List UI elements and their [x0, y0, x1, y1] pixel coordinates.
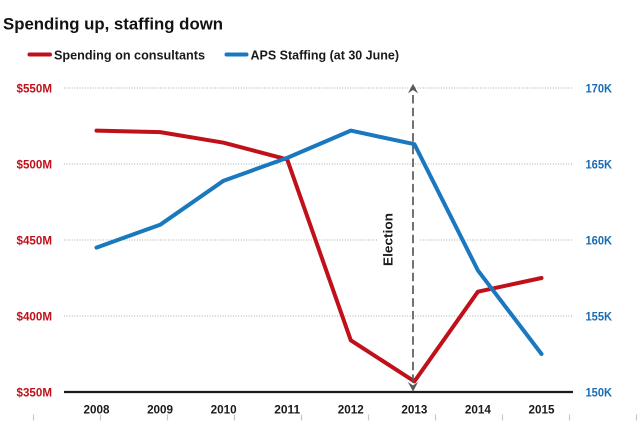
- left-axis-tick-label: $400M: [17, 310, 53, 324]
- gridlines: [64, 87, 573, 317]
- x-axis-labels: 2008 2009 2010 2011 2012 2013 2014 2015: [84, 403, 555, 417]
- x-axis-tick-label: 2012: [338, 403, 364, 417]
- left-axis-labels: $350M $400M $450M $500M $550M: [17, 82, 53, 400]
- left-axis-tick-label: $350M: [17, 386, 53, 400]
- annotation-label: Election: [382, 213, 396, 266]
- left-axis-tick-label: $450M: [17, 234, 53, 248]
- annotation-arrowhead-down-icon: [407, 382, 419, 392]
- legend-label-staffing: APS Staffing (at 30 June): [251, 48, 400, 62]
- series-spending-line: [94, 128, 544, 384]
- x-axis-tick-label: 2015: [528, 403, 554, 417]
- x-axis-minor-ticks: [32, 414, 638, 421]
- x-axis-tick-label: 2011: [274, 403, 300, 417]
- x-axis-tick-label: 2009: [147, 403, 173, 417]
- right-axis-tick-label: 160K: [586, 234, 613, 248]
- left-axis-tick-label: $500M: [17, 158, 53, 172]
- chart-title: Spending up, staffing down: [3, 16, 223, 34]
- annotation-arrowhead-up-icon: [407, 83, 419, 94]
- right-axis-labels: 150K 155K 160K 165K 170K: [586, 82, 613, 400]
- left-axis-tick-label: $550M: [17, 82, 53, 96]
- x-axis-tick-label: 2010: [211, 403, 237, 417]
- right-axis-tick-label: 150K: [586, 386, 613, 400]
- x-axis-tick-label: 2008: [84, 403, 110, 417]
- right-axis-tick-label: 165K: [586, 158, 613, 172]
- legend: Spending on consultants APS Staffing (at…: [27, 48, 400, 62]
- x-axis-tick-label: 2014: [465, 403, 491, 417]
- series-staffing-line: [94, 128, 544, 356]
- election-annotation: Election: [377, 83, 420, 392]
- right-axis-tick-label: 155K: [586, 310, 613, 324]
- right-axis-tick-label: 170K: [586, 82, 613, 96]
- x-axis-tick-label: 2013: [401, 403, 427, 417]
- legend-label-spending: Spending on consultants: [54, 48, 205, 62]
